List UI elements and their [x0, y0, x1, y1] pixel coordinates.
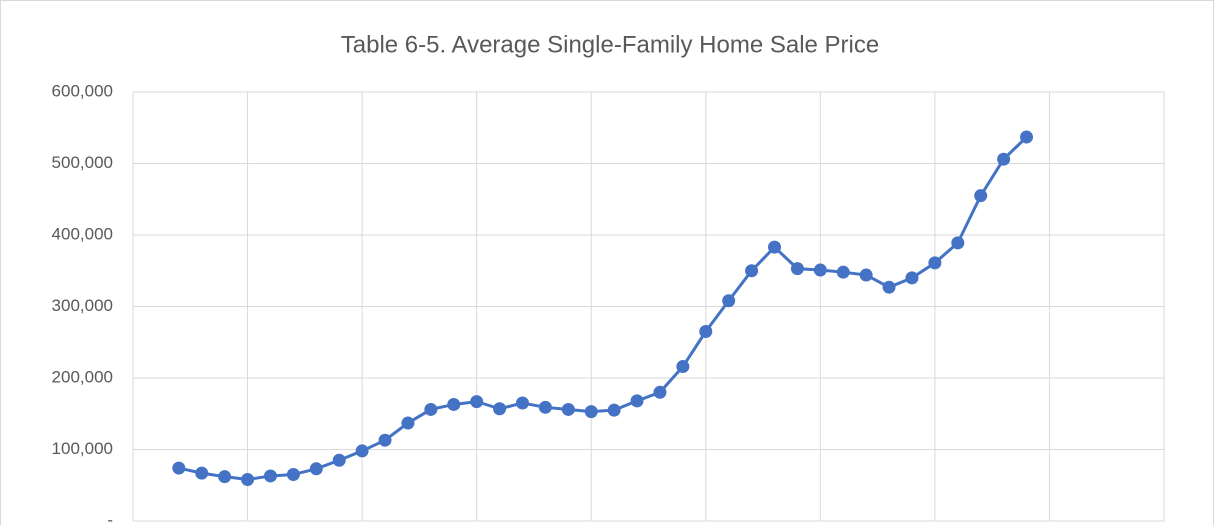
point: [263, 469, 277, 483]
point: [997, 152, 1011, 166]
y-tick-label: 400,000: [52, 224, 113, 243]
point: [974, 189, 988, 203]
point: [928, 256, 942, 270]
point: [195, 466, 209, 480]
point: [905, 271, 919, 285]
point: [790, 262, 804, 276]
point: [447, 397, 461, 411]
point: [309, 462, 323, 476]
point: [630, 394, 644, 408]
point: [859, 268, 873, 282]
point: [745, 264, 759, 278]
point: [607, 403, 621, 417]
point: [355, 444, 369, 458]
point: [241, 473, 255, 487]
point: [653, 385, 667, 399]
point: [768, 240, 782, 254]
point: [699, 325, 713, 339]
point: [676, 360, 690, 374]
point: [401, 416, 415, 430]
y-tick-label: 100,000: [52, 439, 113, 458]
chart-title: Table 6-5. Average Single-Family Home Sa…: [341, 31, 879, 58]
y-tick-label: 500,000: [52, 153, 113, 172]
point: [286, 468, 300, 482]
point: [332, 453, 346, 467]
point: [813, 263, 827, 277]
point: [836, 265, 850, 279]
point: [470, 395, 484, 409]
point: [515, 396, 529, 410]
point: [561, 402, 575, 416]
point: [584, 405, 598, 419]
point: [172, 461, 186, 475]
point: [1020, 130, 1034, 144]
point: [951, 236, 965, 250]
y-tick-label: 200,000: [52, 367, 113, 386]
point: [378, 433, 392, 447]
y-tick-label: 300,000: [52, 296, 113, 315]
point: [218, 470, 232, 484]
point: [722, 294, 736, 308]
point: [538, 400, 552, 414]
point: [493, 402, 507, 416]
y-tick-label: 600,000: [52, 81, 113, 100]
point: [424, 402, 438, 416]
y-tick-label: -: [107, 510, 113, 525]
point: [882, 280, 896, 294]
